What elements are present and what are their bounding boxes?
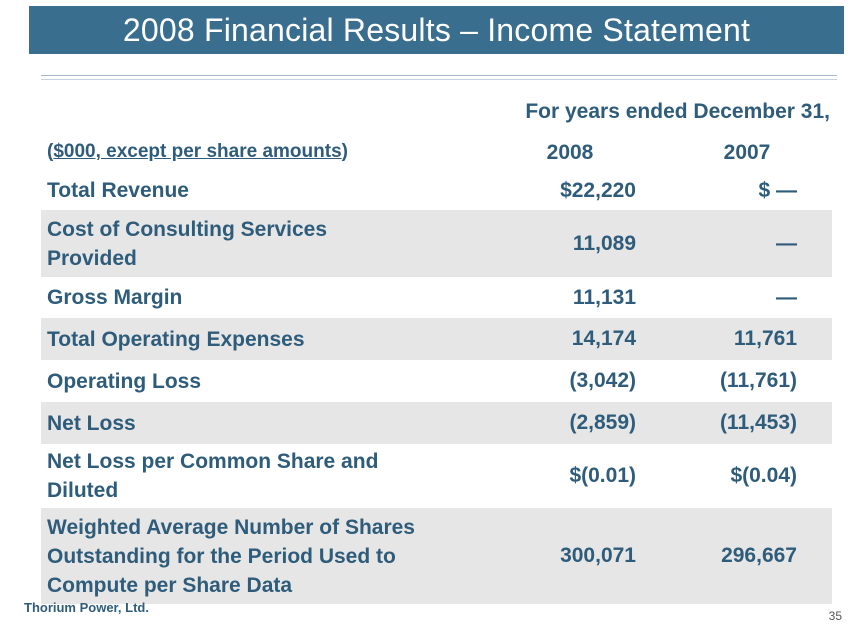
company-logo: Thorium Power, Ltd. — [24, 600, 149, 615]
value-2007: — — [776, 231, 797, 255]
value-2007: $ — — [758, 178, 797, 202]
row-label: Net Loss — [47, 411, 136, 435]
row-label: Net Loss per Common Share and Diluted — [47, 450, 379, 502]
column-header-2008: 2008 — [546, 141, 594, 164]
row-label: Gross Margin — [47, 286, 183, 309]
units-open-paren: ( — [47, 141, 54, 162]
income-statement-table: Total Revenue $22,220 $ — Cost of Consul… — [41, 171, 832, 604]
column-header-2007: 2007 — [723, 141, 771, 164]
table-row: Total Operating Expenses 14,174 11,761 — [41, 318, 832, 360]
value-2007: (11,761) — [719, 369, 797, 392]
table-row: Gross Margin 11,131 — — [41, 277, 832, 318]
row-label: Total Revenue — [47, 179, 189, 202]
table-row: Weighted Average Number of Shares Outsta… — [41, 508, 832, 604]
value-2007: 11,761 — [733, 327, 797, 350]
value-2008: 14,174 — [571, 327, 636, 350]
row-label: Total Operating Expenses — [47, 327, 305, 351]
value-2008: $(0.01) — [569, 464, 636, 487]
page-number: 35 — [828, 609, 842, 623]
slide-title: 2008 Financial Results – Income Statemen… — [122, 11, 751, 48]
value-2007: (11,453) — [719, 411, 797, 434]
row-label: Operating Loss — [47, 369, 202, 393]
value-2008: 11,131 — [572, 285, 636, 309]
table-row: Cost of Consulting Services Provided 11,… — [41, 210, 832, 277]
units-note: ($000, except per share amounts) — [47, 141, 348, 163]
title-bar: 2008 Financial Results – Income Statemen… — [29, 6, 844, 54]
value-2008: (2,859) — [569, 411, 636, 434]
value-2007: — — [776, 285, 797, 309]
divider-line-secondary — [41, 79, 837, 80]
row-label: Weighted Average Number of Shares Outsta… — [47, 515, 415, 597]
units-close-paren: ) — [341, 141, 348, 162]
value-2008: (3,042) — [569, 369, 636, 392]
table-row: Total Revenue $22,220 $ — — [41, 171, 832, 210]
period-header: For years ended December 31, — [525, 100, 830, 123]
value-2007: 296,667 — [721, 544, 797, 567]
table-row: Operating Loss (3,042) (11,761) — [41, 360, 832, 402]
table-row: Net Loss per Common Share and Diluted $(… — [41, 444, 832, 508]
value-2007: $(0.04) — [730, 464, 797, 487]
value-2008: 300,071 — [560, 544, 636, 567]
units-text: $000, except per share amounts — [53, 141, 342, 162]
value-2008: 11,089 — [572, 231, 636, 255]
table-row: Net Loss (2,859) (11,453) — [41, 402, 832, 444]
divider-line — [41, 75, 837, 76]
value-2008: $22,220 — [560, 178, 636, 202]
row-label: Cost of Consulting Services Provided — [47, 217, 328, 270]
